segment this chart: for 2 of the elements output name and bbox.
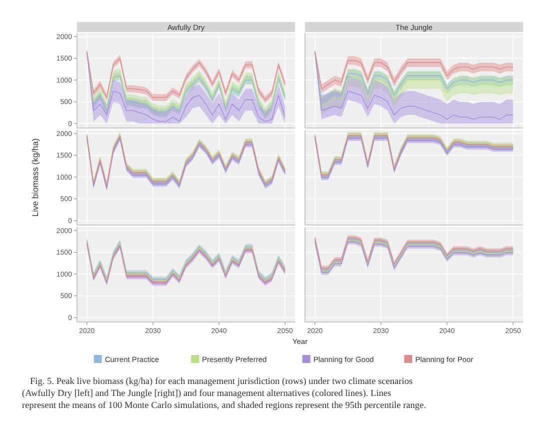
caption: Fig. 5. Peak live biomass (kg/ha) for each management jurisdiction (rows) under two climate scenarios (Awfully Dry [left] and The Jungle [right]) and four management alternatives (colored lines). Lines represent the means of 100 Monte Carlo simulations, and shaded regions represent the 95th percentile range. xyxy=(22,377,426,411)
y-axis-title: Live biomass (kg/ha) xyxy=(30,138,40,217)
